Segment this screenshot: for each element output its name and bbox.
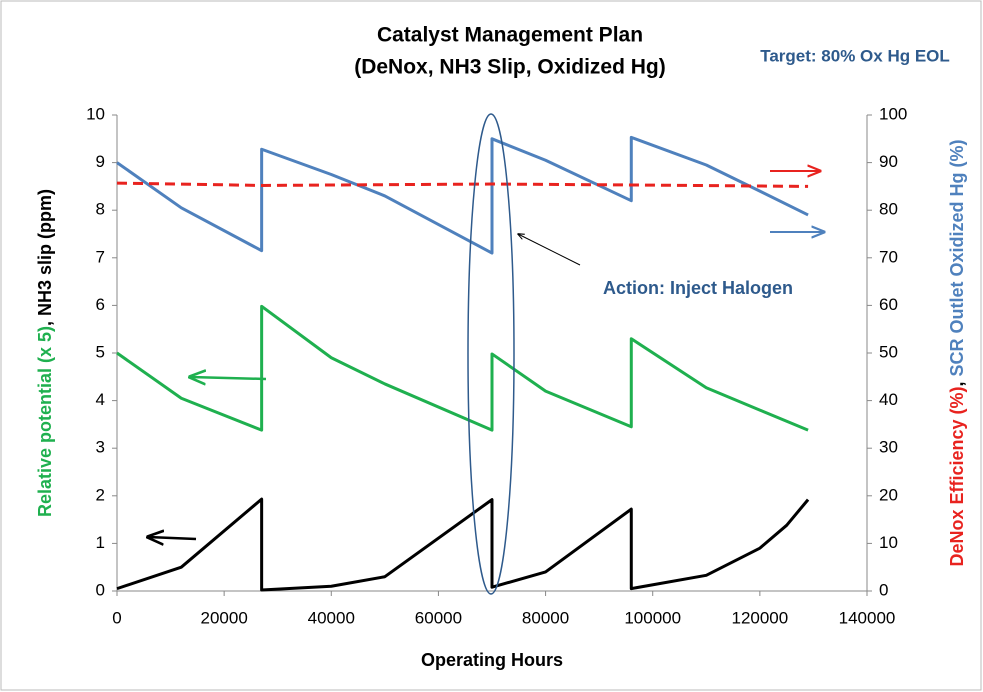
y2-tick-label: 30: [879, 438, 898, 457]
axis-title-part: DeNox Efficiency (%): [947, 386, 967, 566]
x-tick-label: 140000: [839, 608, 896, 627]
series-line: [116, 497, 810, 592]
y-tick-label: 3: [96, 438, 105, 457]
series-line: [116, 181, 809, 188]
y2-tick-label: 20: [879, 485, 898, 504]
y-tick-label: 9: [96, 152, 105, 171]
x-tick-label: 40000: [308, 608, 355, 627]
y2-tick-label: 40: [879, 390, 898, 409]
y-tick-label: 10: [86, 104, 105, 123]
x-tick-label: 80000: [522, 608, 569, 627]
arrow: [190, 377, 267, 379]
y-tick-label: 8: [96, 200, 105, 219]
x-tick-label: 100000: [624, 608, 681, 627]
y2-axis-title: DeNox Efficiency (%), SCR Outlet Oxidize…: [947, 139, 967, 566]
plot-area: 0 20000 40000 60000 80000 100000 120000 140000 0…: [86, 104, 907, 627]
chart-title: Catalyst Management Plan: [377, 24, 643, 47]
y2-tick-label: 100: [879, 104, 907, 123]
x-tick-label: 60000: [415, 608, 462, 627]
y2-tick-label: 50: [879, 342, 898, 361]
annotation: Action: Inject Halogen: [603, 278, 793, 298]
y-tick-label: 5: [96, 342, 105, 361]
y-tick-label: 1: [96, 533, 105, 552]
annotation: Target: 80% Ox Hg EOL: [760, 46, 950, 65]
axis-title-part: , NH3 slip (ppm): [35, 189, 55, 326]
x-tick-label: 20000: [201, 608, 248, 627]
axis-title-part: SCR Outlet Oxidized Hg (%): [947, 139, 967, 376]
axis-title-part: Relative potential (x 5): [35, 326, 55, 517]
x-tick-label: 0: [112, 608, 121, 627]
y2-tick-label: 10: [879, 533, 898, 552]
chart-title: (DeNox, NH3 Slip, Oxidized Hg): [354, 56, 666, 79]
y-axis-title: Relative potential (x 5), NH3 slip (ppm): [35, 189, 55, 517]
y-tick-label: 0: [96, 580, 105, 599]
series-line: [116, 304, 809, 432]
y-tick-label: 6: [96, 295, 105, 314]
y2-tick-label: 60: [879, 295, 898, 314]
y2-tick-label: 70: [879, 247, 898, 266]
arrow: [148, 537, 197, 539]
series-line: [116, 135, 809, 255]
y-tick-label: 7: [96, 247, 105, 266]
arrow: [518, 234, 581, 266]
x-axis-title: Operating Hours: [421, 650, 563, 670]
axis-title-part: ,: [947, 376, 967, 386]
highlight-ellipse: [467, 113, 515, 595]
x-tick-label: 120000: [731, 608, 788, 627]
y-tick-label: 2: [96, 485, 105, 504]
y2-tick-label: 90: [879, 152, 898, 171]
y2-tick-label: 0: [879, 580, 888, 599]
y2-tick-label: 80: [879, 200, 898, 219]
y-tick-label: 4: [96, 390, 105, 409]
